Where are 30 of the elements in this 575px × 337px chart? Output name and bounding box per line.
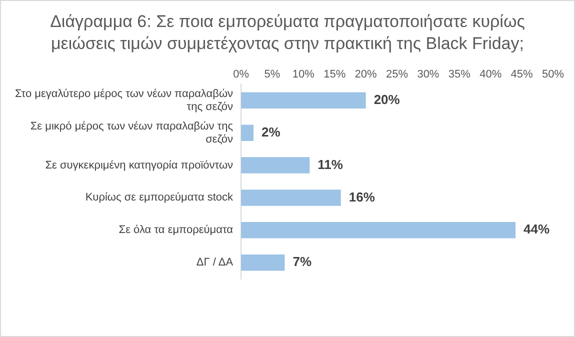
x-tick-label: 45% [510,68,534,81]
bar [241,124,254,141]
x-tick-label: 50% [542,68,564,81]
chart-title: Διάγραμμα 6: Σε ποια εμπορεύματα πραγματοποιήσατε κυρίως μειώσεις τιμών συμμετέχοντας στην πρακτική της Black Friday; [49,11,526,55]
bar [241,190,341,206]
data-label: 2% [262,124,281,140]
x-tick-label: 0% [233,68,250,81]
x-tick-label: 30% [417,68,440,81]
x-tick-label: 20% [354,68,378,81]
y-tick-label: ΔΓ / ΔΑ [196,256,234,269]
x-tick-label: 5% [264,68,280,81]
data-label: 16% [348,189,376,204]
bar [241,222,516,238]
y-tick-label: Σε συγκεκριμένη κατηγορία προϊόντων [45,159,234,172]
y-tick-label: Κυρίως σε εμπορεύματα stock [85,192,234,204]
bar [241,254,285,271]
data-label: 7% [292,254,312,270]
x-tick-label: 25% [386,68,408,81]
y-tick-label: Σε μικρό μέρος των νέων παραλαβών της σεζόν [30,120,234,146]
x-tick-label: 40% [480,68,502,81]
y-tick-label: Στο μεγαλύτερο μέρος των νέων παραλαβών της σεζόν [15,88,234,114]
data-label: 20% [374,92,400,107]
x-tick-label: 15% [324,68,346,81]
bar [241,157,310,174]
bar [241,92,366,109]
y-tick-label: Σε όλα τα εμπορεύματα [118,224,234,236]
data-label: 44% [524,222,550,237]
data-label: 11% [318,156,344,172]
x-tick-label: 10% [292,68,315,81]
x-tick-label: 35% [448,68,471,81]
